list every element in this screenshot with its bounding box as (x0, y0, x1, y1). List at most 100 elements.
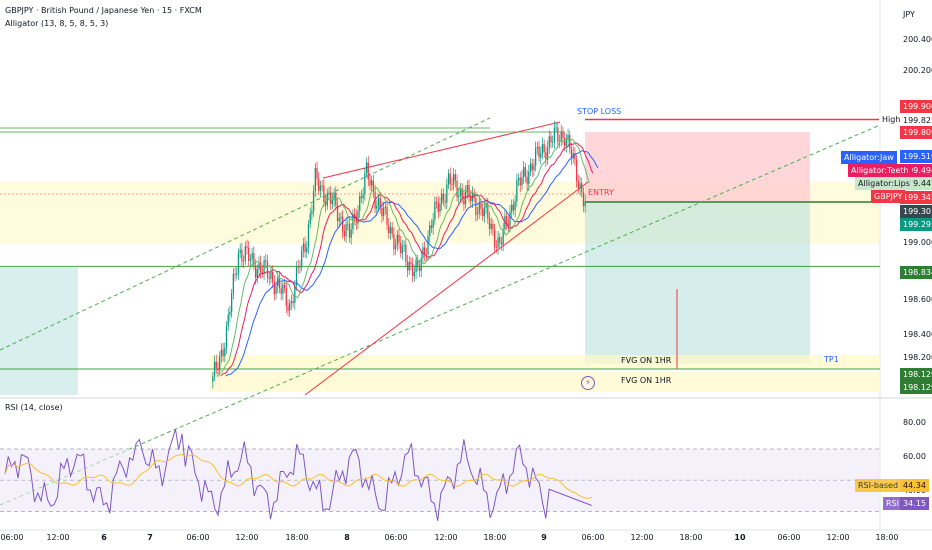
candle-body (253, 253, 255, 266)
price-tick-label: 200.200 (903, 66, 932, 75)
candle-body (299, 266, 301, 268)
candle-body (260, 262, 262, 273)
candle-body (278, 278, 281, 289)
candle-body (482, 208, 484, 217)
candle-body (454, 174, 457, 181)
candle-body (408, 262, 410, 271)
candle-body (306, 247, 308, 253)
candle-body (423, 247, 426, 255)
candle-body (297, 266, 299, 268)
time-tick-label: 18:00 (875, 533, 899, 542)
fvg-label-1: FVG ON 1HR (621, 356, 672, 365)
candle-body (538, 146, 540, 158)
candle-body (574, 153, 576, 160)
price-tag: 199.809 (900, 126, 932, 139)
candle-body (309, 213, 311, 225)
time-tick-label: 06:00 (384, 533, 408, 542)
price-tag: 198.129 (900, 368, 932, 381)
candle-body (347, 223, 349, 225)
candle-body (391, 227, 393, 235)
candle-body (234, 274, 236, 275)
candle-body (219, 356, 221, 371)
candle-body (292, 301, 294, 303)
trendline-lower (304, 181, 589, 396)
candle-body (215, 361, 217, 368)
time-tick-label: 9 (541, 533, 547, 542)
candle-body (225, 326, 228, 348)
candle-body (314, 167, 316, 191)
candle-body (301, 250, 303, 267)
candle-body (372, 180, 375, 192)
candle-body (403, 244, 405, 247)
fvg-label-2: FVG ON 1HR (621, 376, 672, 385)
candle-body (526, 176, 528, 185)
price-tag: 199.519 (900, 150, 932, 163)
candle-body (550, 136, 552, 143)
candle-body (509, 211, 511, 227)
candle-body (456, 180, 458, 198)
fvg-zone-2 (210, 372, 880, 392)
price-tick-label: 200.400 (903, 35, 932, 44)
candle-body (280, 288, 282, 294)
price-tick-label: 198.600 (903, 295, 932, 304)
candle-body (405, 244, 407, 262)
candle-body (478, 203, 480, 214)
indicator-tag: GBPJPY (871, 190, 906, 203)
candle-body (312, 190, 315, 212)
candle-body (268, 277, 270, 279)
candle-body (283, 284, 286, 288)
candle-body (531, 163, 533, 171)
candle-body (459, 188, 462, 196)
flash-event-icon[interactable]: ⚡ (581, 376, 595, 390)
time-tick-label: 12:00 (826, 533, 850, 542)
candle-body (480, 203, 482, 209)
candle-body (412, 263, 414, 277)
candle-body (266, 261, 269, 278)
candle-body (415, 259, 417, 273)
candle-body (381, 207, 383, 217)
alligator-indicator-label[interactable]: Alligator (13, 8, 5, 8, 5, 3) (5, 19, 109, 28)
candle-body (541, 143, 544, 154)
time-tick-label: 18:00 (483, 533, 507, 542)
candle-body (270, 271, 272, 279)
candle-body (295, 266, 298, 286)
symbol-title: GBPJPY · British Pound / Japanese Yen · … (5, 6, 202, 15)
candle-body (224, 347, 226, 357)
candle-body (430, 225, 433, 229)
candle-body (263, 260, 265, 274)
candle-body (463, 197, 465, 205)
candle-body (444, 200, 446, 203)
candle-body (230, 293, 233, 313)
candle-body (560, 131, 562, 142)
candle-body (533, 165, 535, 171)
candle-body (492, 223, 494, 230)
price-tag: 198.834 (900, 266, 932, 279)
candle-body (229, 312, 231, 315)
candle-body (400, 242, 402, 254)
candle-body (507, 222, 509, 227)
candle-body (316, 167, 318, 179)
rsi-indicator-label[interactable]: RSI (14, close) (5, 403, 63, 412)
price-tag: 199.293 (900, 218, 932, 231)
candle-body (579, 183, 581, 189)
candle-body (493, 229, 496, 248)
candle-body (394, 245, 397, 250)
candle-body (222, 349, 224, 357)
candle-body (338, 218, 340, 222)
indicator-tag: Alligator:Jaw (841, 151, 897, 164)
time-tick-label: 18:00 (285, 533, 309, 542)
indicator-tag: High (879, 113, 904, 126)
candle-body (429, 225, 431, 237)
candle-body (536, 146, 538, 149)
candle-body (248, 247, 250, 261)
candle-body (258, 262, 260, 270)
candle-body (434, 201, 436, 220)
candle-body (343, 231, 346, 237)
candle-body (413, 272, 416, 277)
candle-body (261, 272, 264, 274)
candle-body (417, 259, 419, 267)
channel-lower-dashed (0, 124, 881, 506)
candle-body (389, 227, 392, 234)
candle-body (232, 274, 235, 294)
